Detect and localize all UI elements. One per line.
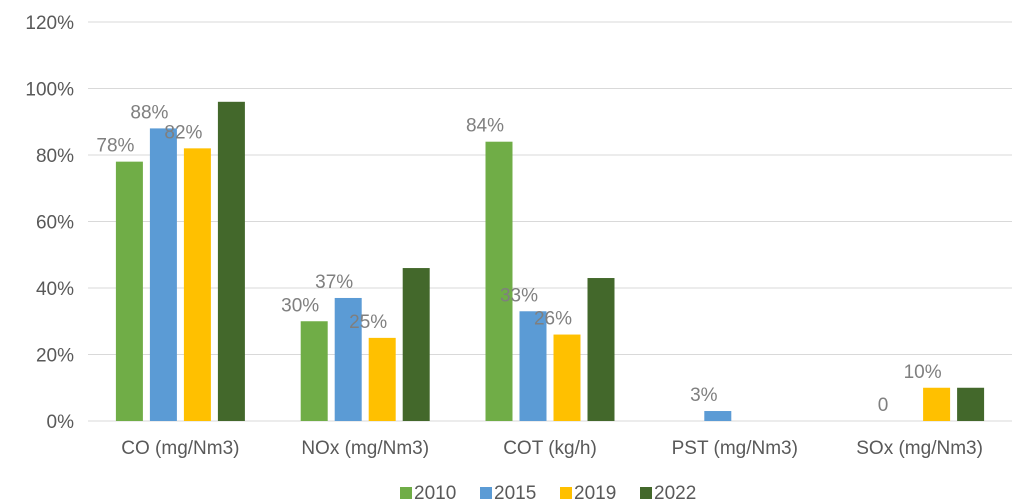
legend-swatch bbox=[640, 487, 652, 499]
data-label: 25% bbox=[349, 312, 387, 333]
legend-swatch bbox=[480, 487, 492, 499]
legend-swatch bbox=[400, 487, 412, 499]
x-tick-label: NOx (mg/Nm3) bbox=[301, 438, 429, 459]
x-tick-label: SOx (mg/Nm3) bbox=[856, 438, 983, 459]
bar-2019 bbox=[183, 148, 211, 421]
legend-swatch bbox=[560, 487, 572, 499]
bar-2015 bbox=[704, 411, 732, 421]
bar-2019 bbox=[553, 334, 581, 421]
data-label: 78% bbox=[96, 136, 134, 157]
data-label: 0 bbox=[878, 395, 889, 416]
y-tick-label: 0% bbox=[47, 412, 75, 433]
y-axis-ticks: 0% 20% 40% 60% 80% 100% 120% bbox=[25, 13, 74, 433]
bar-2015 bbox=[149, 128, 177, 421]
x-tick-label: COT (kg/h) bbox=[503, 438, 597, 459]
y-tick-label: 80% bbox=[36, 146, 74, 167]
y-tick-label: 120% bbox=[25, 13, 74, 34]
bar-2015 bbox=[519, 311, 547, 421]
y-tick-label: 100% bbox=[25, 80, 74, 101]
data-label: 30% bbox=[281, 295, 319, 316]
data-label: 88% bbox=[130, 102, 168, 123]
y-tick-label: 20% bbox=[36, 346, 74, 367]
x-axis-ticks: CO (mg/Nm3) NOx (mg/Nm3) COT (kg/h) PST (mg… bbox=[121, 438, 983, 459]
bar-2015 bbox=[334, 297, 362, 421]
data-label: 3% bbox=[690, 385, 718, 406]
data-label: 37% bbox=[315, 272, 353, 293]
data-label: 10% bbox=[904, 362, 942, 383]
data-label: 84% bbox=[466, 116, 504, 137]
bar-2022 bbox=[217, 101, 245, 422]
x-tick-label: PST (mg/Nm3) bbox=[672, 438, 798, 459]
data-label: 33% bbox=[500, 285, 538, 306]
data-label: 26% bbox=[534, 309, 572, 330]
bars bbox=[115, 101, 985, 422]
data-labels: 78% 88%82% 30%37% 25% 84% 33% 26% 3% 0 10% bbox=[96, 102, 941, 416]
data-label: 82% bbox=[164, 122, 202, 143]
bar-2010 bbox=[300, 321, 328, 421]
x-tick-label: CO (mg/Nm3) bbox=[121, 438, 239, 459]
legend-label: 2019 bbox=[574, 483, 616, 503]
y-tick-label: 40% bbox=[36, 279, 74, 300]
y-tick-label: 60% bbox=[36, 213, 74, 234]
bar-2010 bbox=[485, 141, 513, 421]
bar-2010 bbox=[115, 161, 143, 421]
bar-2022 bbox=[587, 278, 615, 421]
bar-2022 bbox=[402, 268, 430, 421]
bar-2022 bbox=[957, 387, 985, 421]
bar-2019 bbox=[368, 337, 396, 421]
legend-label: 2010 bbox=[414, 483, 456, 503]
legend: 2010 2015 2019 2022 bbox=[400, 483, 696, 503]
legend-label: 2022 bbox=[654, 483, 696, 503]
legend-label: 2015 bbox=[494, 483, 536, 503]
bar-2019 bbox=[923, 387, 951, 421]
